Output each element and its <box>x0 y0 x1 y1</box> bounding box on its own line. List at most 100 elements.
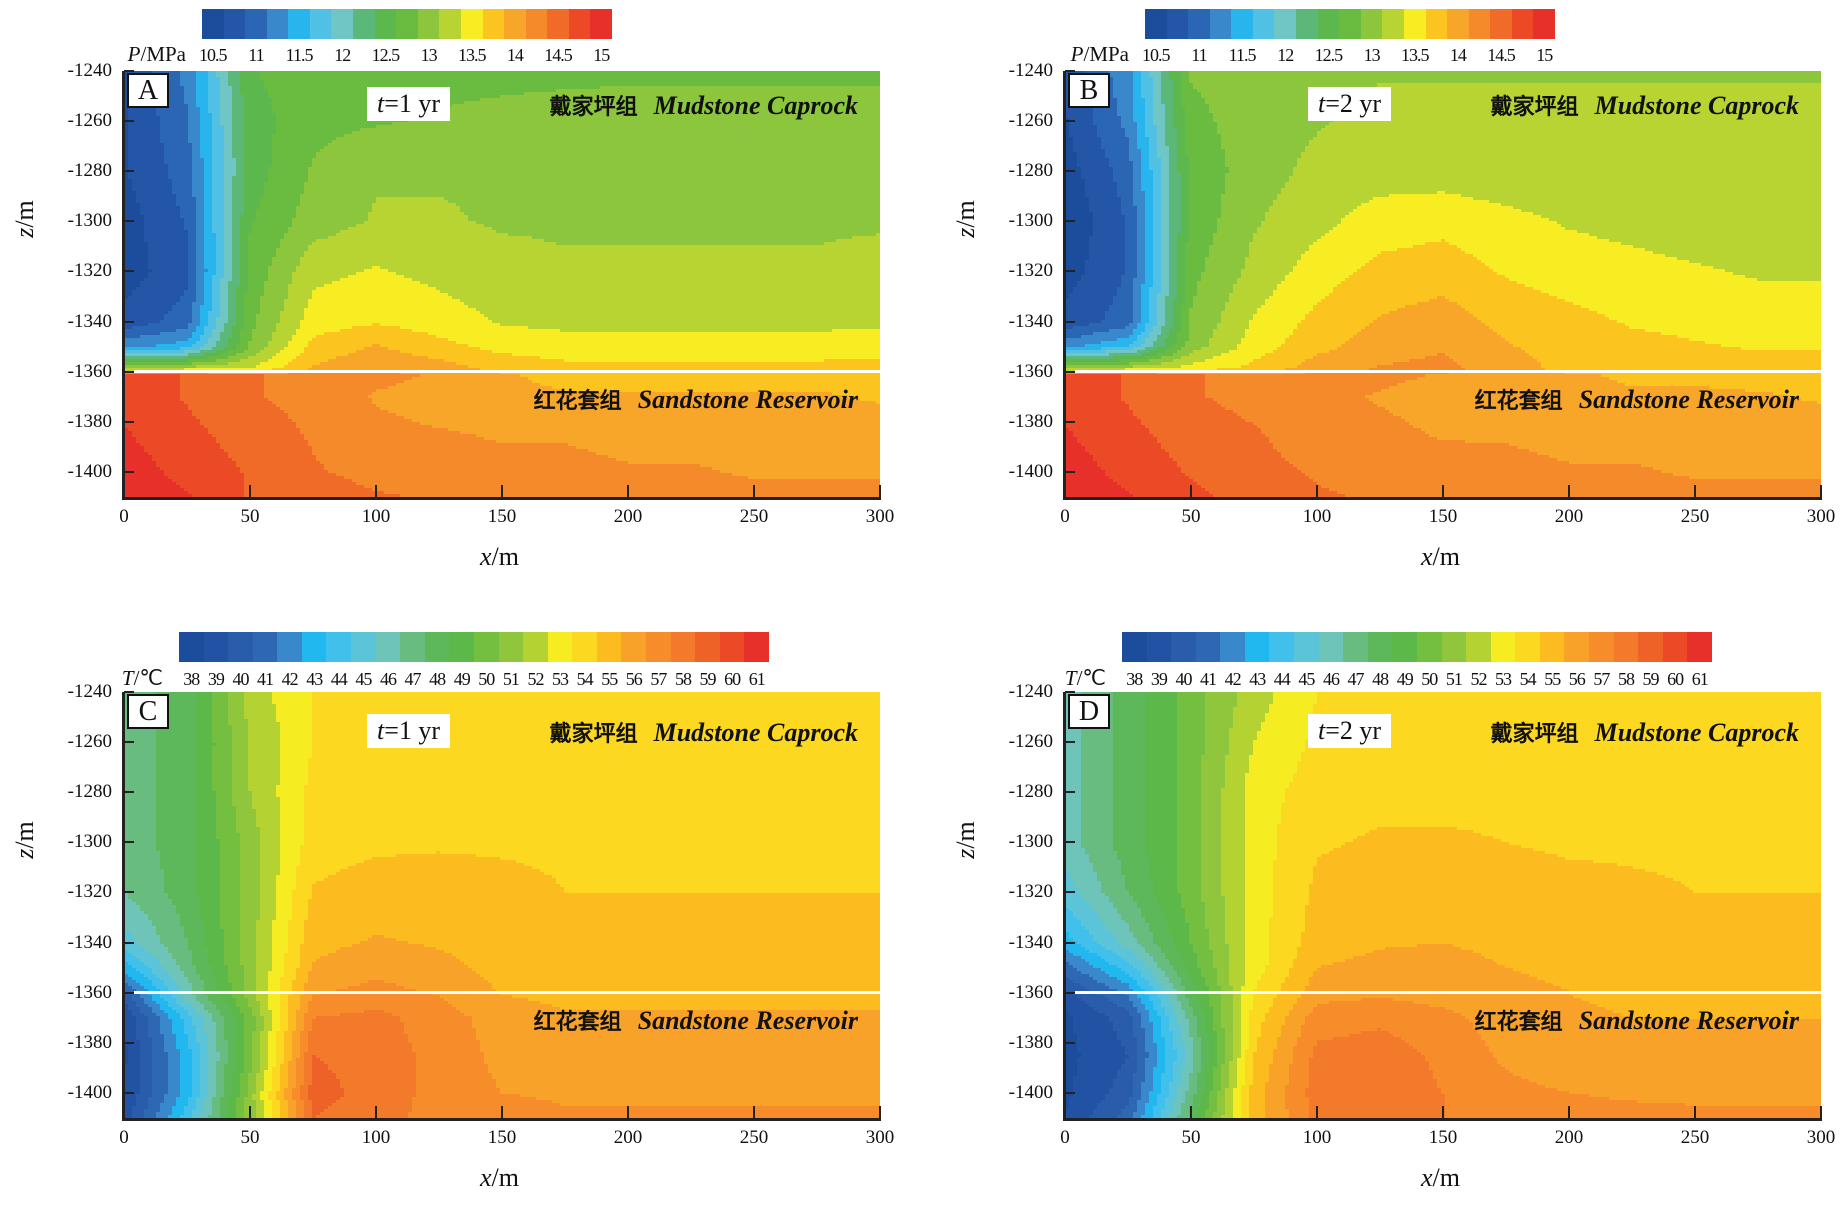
contour-band-cell <box>196 1100 205 1104</box>
contour-band-cell <box>1137 269 1146 273</box>
contour-band-cell <box>312 722 880 726</box>
contour-band-cell <box>224 227 233 231</box>
contour-band-cell <box>1113 80 1134 84</box>
contour-band-cell <box>304 308 477 312</box>
contour-band-cell <box>1221 317 1254 321</box>
contour-band-cell <box>280 740 313 744</box>
contour-band-cell <box>1129 158 1142 162</box>
contour-band-cell <box>288 929 305 933</box>
contour-band-cell <box>1089 197 1122 201</box>
contour-band-cell <box>1141 182 1154 186</box>
contour-band-cell <box>272 1028 281 1032</box>
y-tick-mark <box>124 420 134 423</box>
contour-band-cell <box>524 863 880 867</box>
contour-band-cell <box>1225 179 1290 183</box>
contour-band-cell <box>196 854 221 858</box>
contour-band-cell <box>540 869 880 873</box>
contour-band-cell <box>228 968 245 972</box>
contour-band-cell <box>180 83 197 87</box>
contour-band-cell <box>1273 290 1334 294</box>
contour-band-cell <box>208 317 217 321</box>
contour-band-cell <box>1345 110 1821 114</box>
contour-band-cell <box>188 941 205 945</box>
contour-band-cell <box>1141 314 1150 318</box>
contour-band-cell <box>1333 290 1542 294</box>
contour-band-cell <box>124 476 169 480</box>
contour-band-cell <box>1161 329 1170 333</box>
contour-band-cell <box>228 1007 241 1011</box>
contour-band-cell <box>208 950 225 954</box>
contour-band-cell <box>124 236 145 240</box>
contour-band-cell <box>300 320 493 324</box>
contour-band-cell <box>308 1001 449 1005</box>
contour-band-cell <box>256 944 273 948</box>
contour-band-cell <box>208 1061 217 1065</box>
contour-band-cell <box>128 131 161 135</box>
contour-band-cell <box>1145 134 1158 138</box>
contour-band-cell <box>124 383 181 387</box>
contour-band-cell <box>216 1076 225 1080</box>
contour-band-cell <box>1065 449 1086 453</box>
contour-band-cell <box>1305 473 1674 477</box>
contour-band-cell <box>240 1076 249 1080</box>
contour-band-cell <box>1065 236 1090 240</box>
contour-band-cell <box>372 857 501 861</box>
contour-band-cell <box>184 488 245 492</box>
contour-band-cell <box>1065 284 1078 288</box>
contour-band-cell <box>1181 200 1190 204</box>
contour-band-cell <box>1449 242 1622 246</box>
contour-band-cell <box>244 182 265 186</box>
contour-band-cell <box>1145 233 1154 237</box>
contour-band-cell <box>192 176 205 180</box>
contour-band-cell <box>368 215 469 219</box>
contour-band-cell <box>1225 182 1286 186</box>
contour-band-cell <box>240 908 261 912</box>
contour-band-cell <box>1297 263 1366 267</box>
contour-band-cell <box>232 200 245 204</box>
contour-band-cell <box>196 965 213 969</box>
caprock-english-name: Mudstone Caprock <box>1594 91 1799 120</box>
contour-band-cell <box>204 344 217 348</box>
contour-band-cell <box>1357 332 1498 336</box>
contour-band-cell <box>192 314 201 318</box>
contour-band-cell <box>144 962 161 966</box>
variable-symbol: T <box>121 666 134 690</box>
contour-band-cell <box>280 806 305 810</box>
contour-band-cell <box>1157 437 1270 441</box>
contour-band-cell <box>156 956 173 960</box>
contour-band-cell <box>124 1034 137 1038</box>
contour-band-cell <box>1161 164 1170 168</box>
contour-band-cell <box>268 170 309 174</box>
contour-band-cell <box>1125 272 1138 276</box>
contour-band-cell <box>156 710 197 714</box>
contour-band-cell <box>428 110 880 114</box>
contour-band-cell <box>160 935 185 939</box>
contour-band-cell <box>372 203 457 207</box>
contour-band-cell <box>272 944 289 948</box>
contour-band-cell <box>240 239 249 243</box>
contour-band-cell <box>304 797 880 801</box>
contour-band-cell <box>136 989 149 993</box>
contour-band-cell <box>264 347 285 351</box>
contour-band-cell <box>1201 485 1322 489</box>
contour-band-cell <box>1181 185 1190 189</box>
contour-band-cell <box>272 1022 281 1026</box>
contour-band-cell <box>1169 185 1182 189</box>
contour-band-cell <box>248 1079 257 1083</box>
contour-band-cell <box>1189 200 1222 204</box>
contour-band-cell <box>268 167 309 171</box>
contour-band-cell <box>1181 101 1206 105</box>
contour-band-cell <box>340 230 497 234</box>
contour-band-cell <box>304 1079 313 1083</box>
contour-band-cell <box>180 299 197 303</box>
contour-band-cell <box>288 1013 297 1017</box>
contour-band-cell <box>1173 299 1186 303</box>
contour-band-cell <box>1065 476 1110 480</box>
contour-band-cell <box>184 974 201 978</box>
contour-band-cell <box>336 1073 417 1077</box>
contour-band-cell <box>260 1091 269 1095</box>
contour-band-cell <box>304 1025 313 1029</box>
contour-band-cell <box>1213 398 1370 402</box>
contour-band-cell <box>1137 263 1146 267</box>
contour-band-cell <box>300 1094 309 1098</box>
